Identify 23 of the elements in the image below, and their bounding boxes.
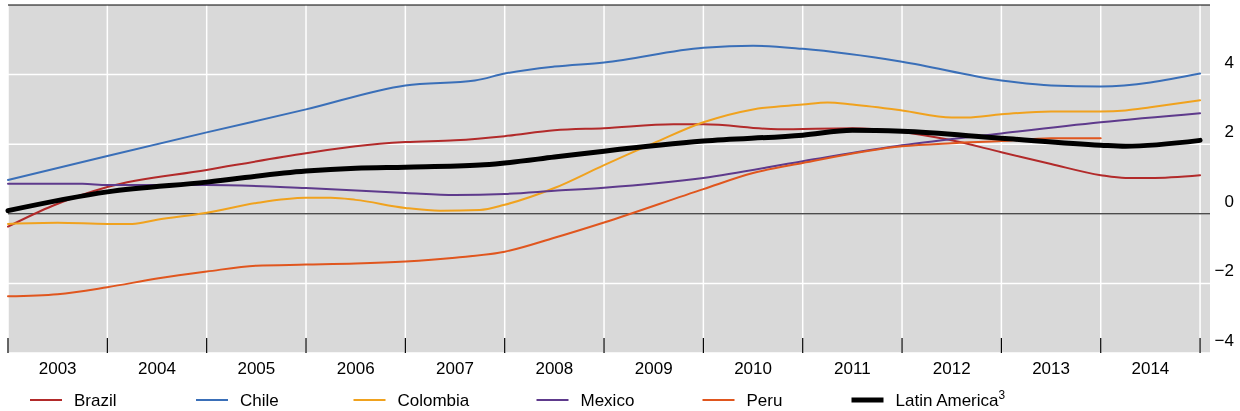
legend-label: Latin America$^{3}$ [895, 388, 1006, 410]
y-tick-label: 0 [1224, 191, 1234, 211]
x-tick-label: 2006 [336, 359, 375, 378]
x-tick-label: 2012 [932, 359, 971, 378]
x-tick-label: 2007 [436, 359, 474, 378]
y-tick-label: 2 [1224, 122, 1234, 142]
x-tick-label: 2004 [138, 359, 176, 378]
legend-label: Mexico [580, 391, 635, 410]
legend-label: Brazil [74, 391, 117, 410]
legend-label: Peru [746, 391, 783, 410]
x-tick-label: 2009 [634, 359, 673, 378]
y-tick-label: −4 [1214, 331, 1234, 350]
x-tick-label: 2011 [834, 359, 871, 378]
x-tick-label: 2003 [38, 359, 77, 378]
y-tick-label: 4 [1224, 52, 1234, 72]
x-tick-label: 2005 [237, 359, 276, 378]
x-tick-label: 2013 [1032, 359, 1070, 378]
x-tick-label: 2008 [535, 359, 574, 378]
legend-label: Colombia [397, 391, 470, 410]
x-tick-label: 2014 [1131, 359, 1170, 378]
x-tick-label: 2010 [734, 359, 772, 378]
legend-label: Chile [240, 391, 279, 410]
y-tick-label: −2 [1214, 261, 1234, 281]
